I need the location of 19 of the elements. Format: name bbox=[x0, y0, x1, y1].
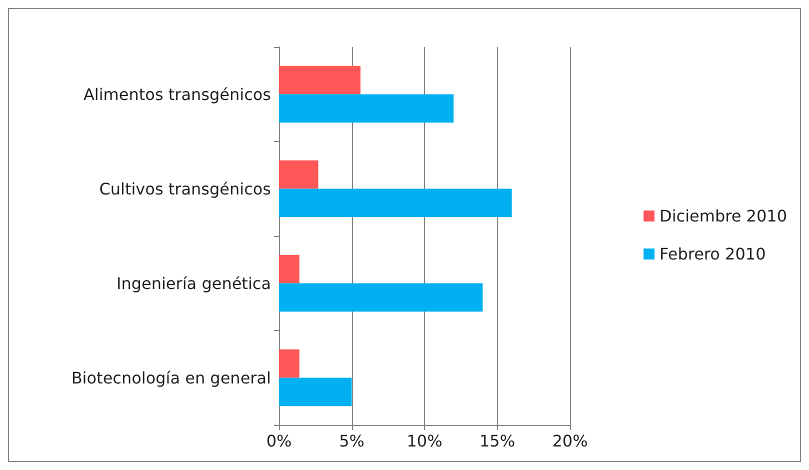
bar bbox=[279, 349, 300, 378]
y-tick-label: Alimentos transgénicos bbox=[83, 84, 271, 104]
x-tick-label: 10% bbox=[406, 432, 442, 450]
y-tick-label: Cultivos transgénicos bbox=[99, 179, 271, 198]
bar bbox=[279, 160, 318, 189]
bar bbox=[279, 66, 360, 94]
x-tick-label: 0% bbox=[266, 432, 292, 450]
bar bbox=[279, 254, 300, 284]
x-tick-label: 5% bbox=[339, 432, 364, 450]
y-tick-label: Ingeniería genética bbox=[116, 274, 271, 293]
bar bbox=[279, 378, 352, 406]
x-tick-label: 20% bbox=[552, 432, 588, 450]
bar bbox=[279, 283, 483, 312]
y-tick-label: Biotecnología en general bbox=[71, 368, 271, 388]
legend-label: Febrero 2010 bbox=[660, 244, 766, 264]
x-tick-label: 15% bbox=[479, 432, 516, 450]
legend-label: Diciembre 2010 bbox=[660, 206, 787, 226]
bar bbox=[279, 188, 512, 218]
bar bbox=[279, 94, 454, 123]
